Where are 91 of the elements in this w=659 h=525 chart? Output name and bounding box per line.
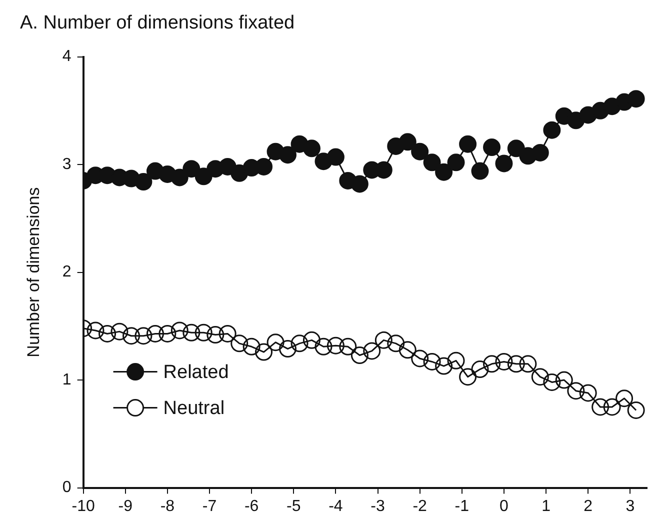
x-tick-label: 1 [542, 498, 551, 515]
point [278, 146, 296, 164]
point [459, 135, 477, 153]
point [363, 342, 381, 360]
point [627, 90, 645, 108]
point [182, 160, 200, 178]
legend-label: Neutral [163, 398, 225, 420]
point [206, 326, 224, 344]
point [411, 142, 429, 160]
point [314, 338, 332, 356]
point [507, 140, 525, 158]
x-tick-label: -4 [328, 498, 343, 515]
point [266, 334, 284, 352]
legend-label: Related [163, 362, 229, 384]
point [519, 355, 537, 373]
point [398, 341, 416, 359]
point [339, 338, 357, 356]
point [616, 390, 634, 408]
point [398, 133, 416, 151]
point [374, 331, 392, 349]
y-tick-label: 4 [62, 48, 72, 66]
point [350, 346, 368, 364]
x-tick-label: 2 [584, 498, 593, 515]
point [302, 331, 320, 349]
point [531, 368, 549, 386]
point [411, 350, 429, 368]
point [423, 352, 441, 370]
x-tick-label: -8 [160, 498, 175, 515]
point [290, 334, 308, 352]
point [543, 373, 561, 391]
point [326, 336, 344, 354]
point [567, 382, 585, 400]
point [158, 324, 176, 342]
y-tick-label: 3 [62, 156, 72, 173]
x-tick-label: 3 [626, 498, 635, 515]
point [592, 398, 610, 416]
point [170, 168, 188, 186]
chart-title: A. Number of dimensions fixated [20, 12, 295, 34]
x-tick-label: -3 [370, 498, 385, 515]
point [555, 371, 573, 389]
point [435, 163, 453, 181]
point [218, 324, 236, 342]
point [531, 144, 549, 162]
point [98, 324, 116, 342]
y-tick-label: 0 [62, 479, 72, 496]
point [194, 324, 212, 342]
point [134, 173, 152, 191]
point [146, 324, 164, 342]
x-tick-label: -2 [412, 498, 428, 515]
point [326, 148, 344, 166]
point [471, 360, 489, 378]
point [134, 327, 152, 345]
point [435, 357, 453, 375]
x-tick-label: -7 [202, 498, 217, 515]
point [579, 384, 597, 402]
point [447, 352, 465, 370]
point [459, 368, 477, 386]
point [122, 327, 140, 345]
point [86, 322, 104, 340]
x-tick-label: -5 [286, 498, 301, 515]
x-tick-label: -9 [118, 498, 133, 515]
y-axis-title: Number of dimensions [24, 187, 43, 358]
point [302, 140, 320, 158]
point [255, 343, 273, 361]
x-tick-label: -1 [454, 498, 470, 515]
point [543, 121, 561, 139]
point [471, 162, 489, 180]
point [507, 355, 525, 373]
point [230, 334, 248, 352]
point [255, 158, 273, 176]
point [387, 334, 405, 352]
point [182, 324, 200, 342]
point [627, 401, 645, 419]
point [603, 398, 621, 416]
point [495, 352, 513, 370]
point [170, 322, 188, 340]
point [447, 154, 465, 172]
point [194, 168, 212, 186]
x-tick-label: -6 [244, 498, 259, 515]
point [278, 340, 296, 358]
y-tick-label: 1 [62, 371, 72, 388]
x-tick-label: 0 [500, 498, 509, 515]
point [350, 175, 368, 193]
point [483, 138, 501, 156]
y-tick-label: 2 [62, 264, 72, 281]
point [242, 338, 260, 356]
point [495, 154, 513, 172]
point [423, 154, 441, 172]
x-tick-label: -10 [72, 498, 95, 515]
point [110, 322, 128, 340]
point [483, 355, 501, 373]
